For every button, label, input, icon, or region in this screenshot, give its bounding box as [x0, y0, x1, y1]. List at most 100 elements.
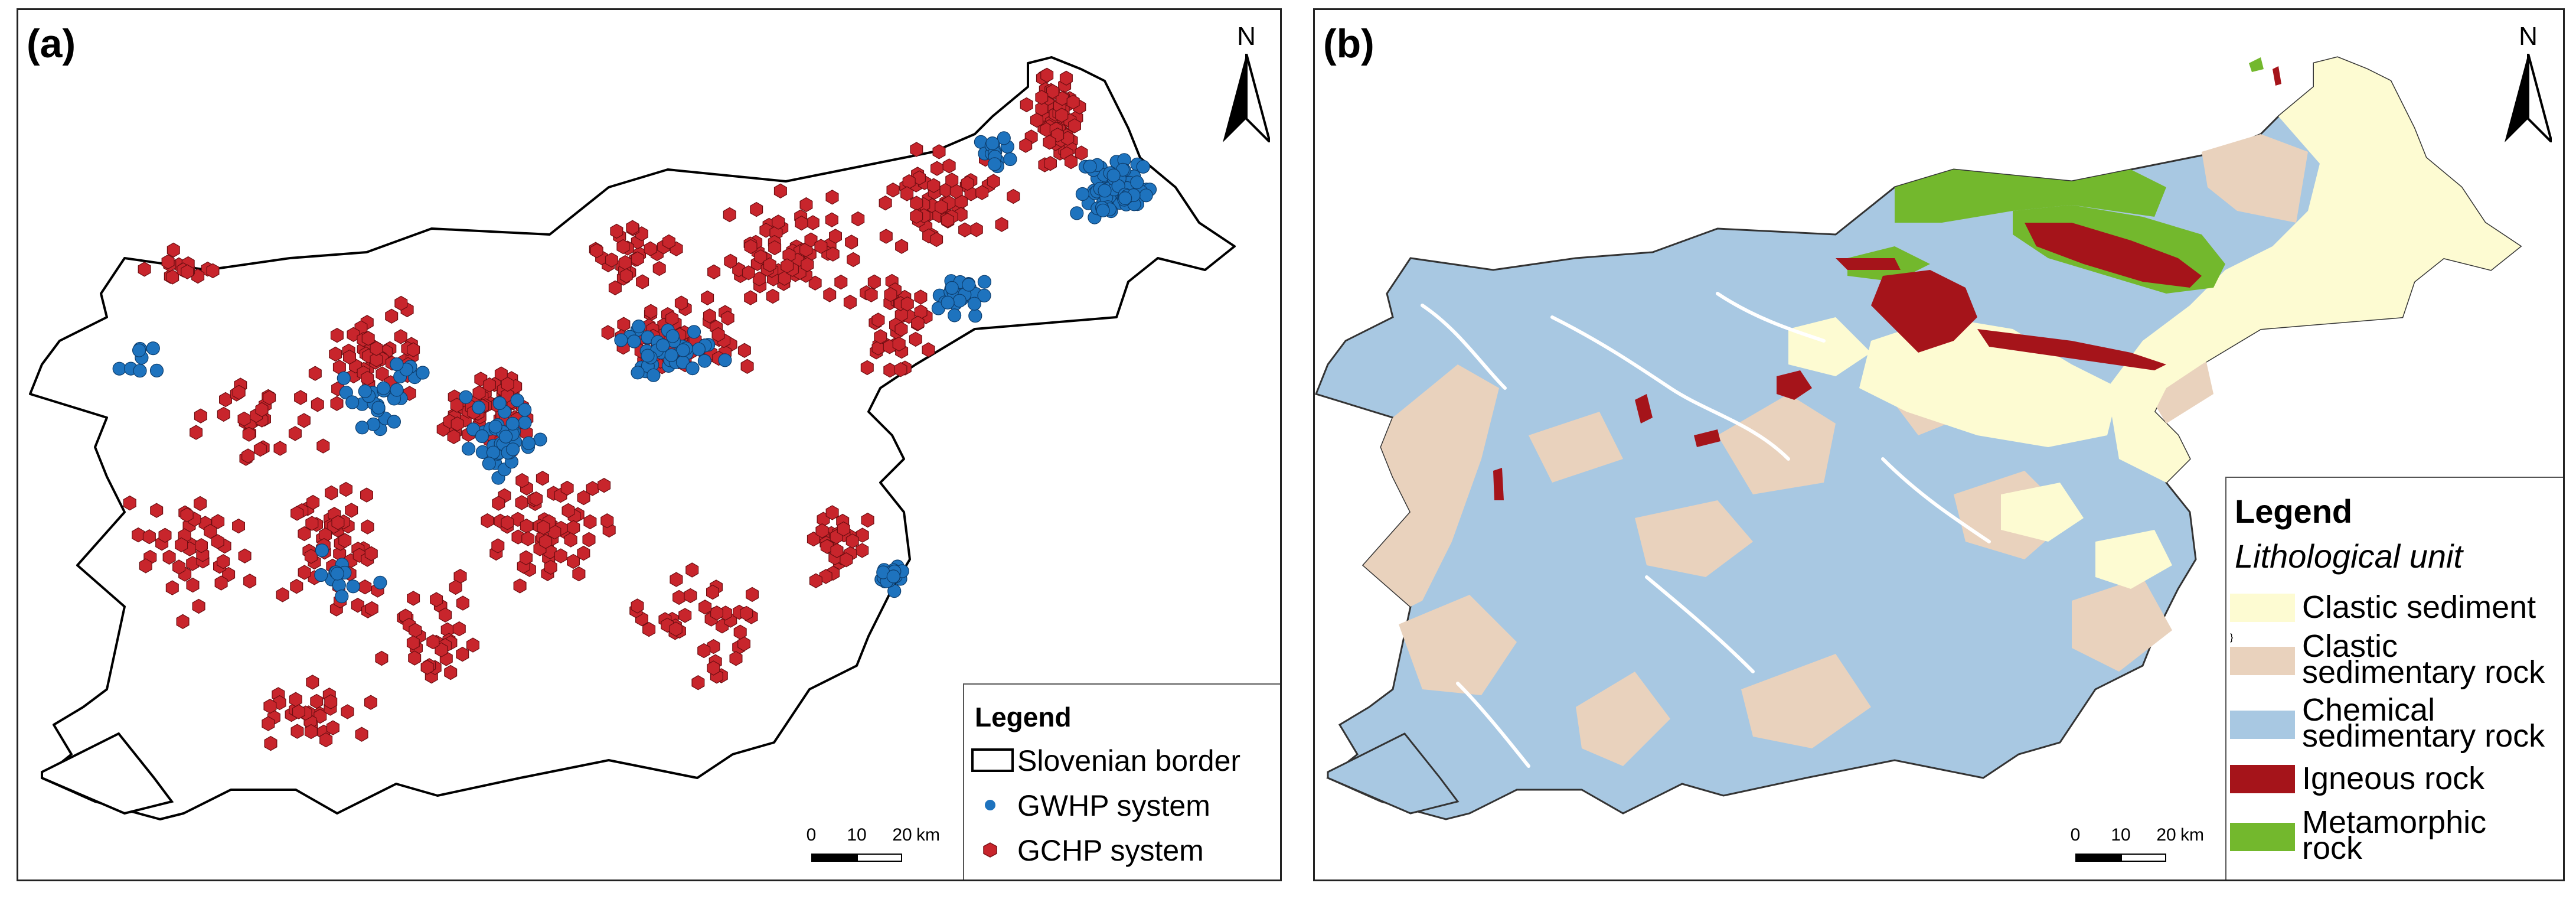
- gchp-marker: [884, 286, 897, 302]
- gchp-marker: [707, 660, 720, 676]
- gchp-marker: [298, 565, 311, 580]
- gchp-marker: [263, 390, 276, 405]
- gwhp-marker: [510, 393, 524, 408]
- scale-unit: km: [2180, 825, 2204, 845]
- label-clastic-sedimentary-rock-1: Clastic: [2302, 628, 2398, 664]
- gchp-marker: [304, 549, 318, 564]
- gchp-marker: [616, 239, 630, 255]
- gwhp-marker: [977, 288, 991, 302]
- gchp-marker: [879, 229, 893, 244]
- gchp-marker: [306, 675, 319, 690]
- gchp-marker: [845, 533, 859, 549]
- gchp-marker: [742, 265, 755, 281]
- gchp-marker: [364, 695, 378, 710]
- gchp-marker: [537, 520, 550, 535]
- gchp-marker: [292, 704, 305, 719]
- gwhp-marker: [632, 319, 646, 334]
- scale-bar-b: 0 10 20 km: [2071, 825, 2212, 878]
- gchp-marker: [577, 490, 590, 506]
- gchp-marker: [375, 650, 388, 666]
- legend-item-border: Slovenian border: [970, 744, 1240, 778]
- gwhp-marker: [1130, 175, 1144, 190]
- gchp-marker: [740, 359, 754, 374]
- gchp-marker: [491, 538, 505, 553]
- scale-segment-white: [857, 854, 902, 862]
- gwhp-marker: [1118, 191, 1132, 206]
- gchp-marker: [608, 280, 622, 295]
- gchp-marker: [782, 247, 796, 263]
- gwhp-marker: [499, 429, 513, 444]
- gchp-marker: [975, 185, 989, 200]
- gchp-marker: [618, 255, 632, 271]
- gchp-marker: [232, 518, 245, 534]
- legend-item-gwhp: GWHP system: [970, 789, 1210, 823]
- lithology-clastic-sediment: [1788, 57, 2521, 589]
- scale-segment-black: [2075, 854, 2121, 862]
- scale-tick-10: 10: [2111, 825, 2131, 845]
- gchp-marker: [886, 183, 900, 198]
- gchp-marker: [330, 396, 344, 411]
- gwhp-marker: [132, 343, 146, 357]
- gchp-marker: [165, 580, 179, 595]
- gchp-marker: [744, 239, 758, 255]
- gwhp-marker: [1070, 206, 1084, 220]
- gwhp-marker: [358, 384, 372, 399]
- gchp-marker: [426, 634, 440, 650]
- gwhp-marker: [1098, 184, 1112, 198]
- gchp-marker: [172, 559, 186, 575]
- gchp-marker: [166, 242, 180, 258]
- gwhp-marker: [985, 136, 1000, 151]
- gchp-marker: [894, 321, 908, 337]
- scale-tick-20: 20: [892, 825, 912, 845]
- gchp-marker: [243, 574, 257, 589]
- gchp-marker: [142, 529, 156, 545]
- legend-item-clastic-sediment: Clastic sediment: [2230, 589, 2563, 650]
- lithology-clastic-sedimentary: [1363, 134, 2308, 766]
- scale-tick-20: 20: [2156, 825, 2176, 845]
- gchp-marker: [450, 416, 464, 432]
- gchp-marker: [744, 290, 758, 305]
- gwhp-marker: [315, 543, 329, 558]
- gwhp-marker: [492, 396, 507, 411]
- gwhp-marker: [1075, 187, 1090, 201]
- gchp-marker: [1019, 138, 1033, 153]
- gwhp-marker: [339, 386, 353, 400]
- gchp-marker: [1043, 156, 1057, 171]
- gchp-marker: [513, 578, 527, 594]
- gchp-marker: [298, 526, 311, 542]
- gchp-marker: [644, 241, 657, 256]
- gchp-marker: [217, 406, 230, 422]
- gchp-marker: [288, 426, 302, 441]
- gchp-marker: [610, 223, 623, 239]
- gchp-marker: [733, 624, 747, 640]
- gchp-marker: [150, 503, 164, 518]
- gwhp-marker: [345, 395, 360, 409]
- gchp-marker: [807, 531, 820, 547]
- scale-bar-a: 0 10 20 km: [807, 825, 948, 878]
- gchp-marker: [685, 562, 699, 578]
- gwhp-marker: [1106, 168, 1121, 183]
- gchp-marker: [242, 426, 256, 442]
- gchp-marker: [772, 214, 785, 230]
- gchp-marker: [902, 174, 916, 190]
- gchp-marker: [123, 495, 136, 511]
- gwhp-marker: [133, 364, 147, 378]
- swatch-chemical-sedimentary-rock: [2230, 711, 2295, 739]
- gchp-marker: [935, 199, 948, 214]
- gchp-marker: [338, 533, 352, 548]
- slovenia-lithology-map: [1315, 56, 2522, 820]
- gwhp-marker: [685, 361, 700, 376]
- gchp-marker: [306, 494, 320, 510]
- gchp-marker: [176, 614, 190, 629]
- gchp-marker: [180, 507, 194, 523]
- gchp-marker: [642, 621, 656, 637]
- gchp-marker: [930, 232, 943, 247]
- gchp-marker: [864, 287, 878, 302]
- gchp-marker: [181, 264, 194, 279]
- gchp-marker: [766, 288, 779, 304]
- map-panel-b: (b) N 0 10 20 km Legend Lithological uni…: [1313, 8, 2565, 881]
- gchp-marker: [255, 402, 269, 418]
- label-chemical-sedimentary-rock-1: Chemical: [2302, 692, 2435, 728]
- gchp-marker: [740, 605, 753, 621]
- gchp-marker: [1046, 84, 1059, 99]
